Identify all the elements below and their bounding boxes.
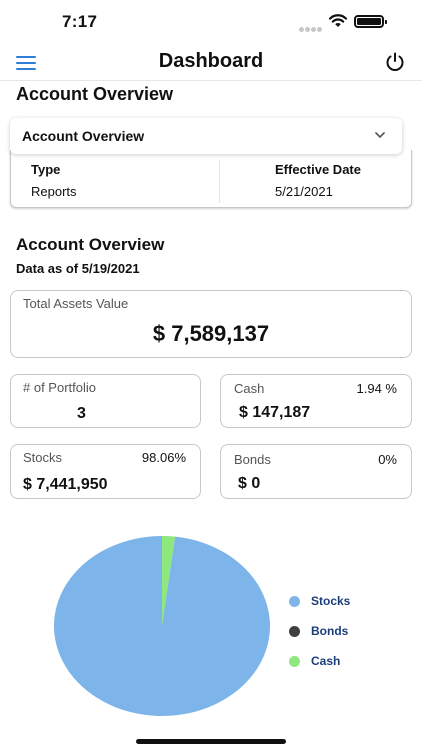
- legend-item-stocks: Stocks: [289, 586, 350, 616]
- portfolio-label: # of Portfolio: [23, 380, 96, 395]
- legend-dot: [289, 625, 300, 637]
- stocks-label: Stocks: [23, 450, 63, 465]
- wifi-icon: [328, 13, 348, 33]
- section-title: Account Overview: [16, 84, 174, 104]
- account-overview-dropdown[interactable]: Account Overview: [10, 118, 402, 154]
- legend-item-cash: Cash: [289, 646, 350, 676]
- legend-dot: [289, 595, 300, 607]
- total-assets-card: Total Assets Value $ 7,589,137: [10, 290, 412, 358]
- legend-label: Bonds: [311, 624, 349, 638]
- chevron-down-icon: [374, 128, 386, 146]
- allocation-pie-chart: [54, 536, 270, 716]
- cash-percent: 1.94 %: [356, 381, 397, 396]
- total-assets-label: Total Assets Value: [23, 296, 129, 311]
- stocks-percent: 98.06%: [141, 450, 186, 465]
- portfolio-count-card: # of Portfolio 3: [10, 374, 201, 428]
- pie-slice-stocks: [54, 536, 270, 716]
- dropdown-selected-value: Account Overview: [22, 128, 145, 144]
- page-title: Dashboard: [158, 50, 264, 72]
- portfolio-value: 3: [77, 405, 86, 422]
- status-time: 7:17: [62, 12, 98, 31]
- power-logout-icon[interactable]: [384, 51, 406, 78]
- column-divider: [219, 160, 220, 203]
- legend-item-bonds: Bonds: [289, 616, 350, 646]
- cash-label: Cash: [234, 381, 265, 396]
- stocks-card: Stocks 98.06% $ 7,441,950: [10, 444, 201, 499]
- cellular-signal-icon: [299, 19, 323, 37]
- home-indicator: [136, 739, 286, 744]
- type-value: Reports: [31, 184, 77, 199]
- data-as-of: Data as of 5/19/2021: [16, 261, 140, 276]
- report-info-card: Type Reports Effective Date 5/21/2021: [10, 150, 412, 208]
- chart-legend: Stocks Bonds Cash: [289, 586, 350, 676]
- pie-slice-cash: [162, 536, 176, 626]
- legend-dot: [289, 655, 300, 667]
- hamburger-menu-icon[interactable]: [16, 56, 36, 70]
- legend-label: Cash: [311, 654, 341, 668]
- type-header: Type: [31, 162, 61, 177]
- legend-label: Stocks: [311, 594, 351, 608]
- nav-divider: [0, 80, 422, 81]
- total-assets-value: $ 7,589,137: [152, 321, 270, 346]
- cash-card: Cash 1.94 % $ 147,187: [220, 374, 412, 428]
- battery-icon: [354, 15, 387, 28]
- bonds-value: $ 0: [238, 475, 261, 492]
- overview-title: Account Overview: [16, 235, 165, 254]
- bonds-label: Bonds: [234, 452, 271, 467]
- cash-value: $ 147,187: [239, 404, 311, 421]
- bonds-card: Bonds 0% $ 0: [220, 444, 412, 499]
- stocks-value: $ 7,441,950: [23, 476, 108, 493]
- effective-date-header: Effective Date: [275, 162, 361, 177]
- effective-date-value: 5/21/2021: [275, 184, 333, 199]
- bonds-percent: 0%: [378, 452, 397, 467]
